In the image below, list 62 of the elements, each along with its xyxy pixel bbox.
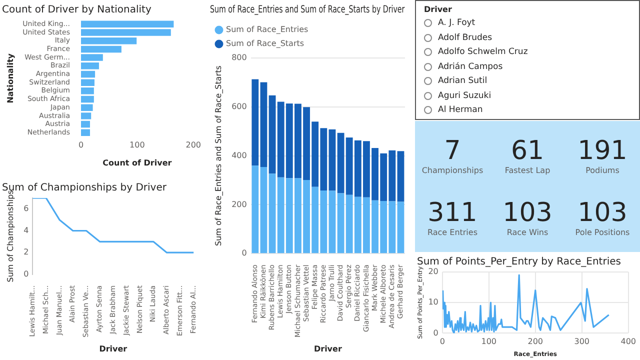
legend-label: Sum of Race_Starts — [226, 39, 304, 48]
x-tick-label: 0 — [78, 140, 84, 150]
bar — [397, 202, 404, 254]
data-label: 311 — [428, 198, 478, 228]
bar — [81, 129, 90, 136]
text: Adolf Brudes — [438, 32, 492, 43]
x-tick-label: 200 — [528, 337, 544, 346]
text: Driver — [424, 5, 453, 14]
y-tick-label: 20 — [428, 267, 438, 276]
y-axis-title: Nationality — [6, 52, 15, 104]
y-tick-label: 4 — [24, 226, 29, 235]
bar — [397, 151, 404, 202]
bar — [268, 95, 276, 174]
chart-title: Sum of Race_Entries and Sum of Race_Starts by Driver — [210, 4, 406, 16]
y-tick-label: 200 — [232, 200, 247, 209]
x-axis-title: Driver — [99, 344, 128, 354]
category-label: Pole Positions — [575, 228, 630, 237]
category-label: Race Wins — [506, 228, 548, 237]
category-label: Fastest Lap — [504, 166, 550, 176]
text: Adrian Sutil — [438, 76, 488, 86]
y-tick-label: 2 — [24, 248, 29, 257]
bar — [268, 174, 276, 254]
bar — [260, 82, 268, 168]
y-tick-label: 10 — [428, 298, 438, 307]
y-tick-label: 400 — [232, 150, 247, 160]
bar — [260, 167, 268, 254]
bar — [252, 166, 259, 254]
y-tick-label: 600 — [232, 102, 247, 111]
bar — [337, 132, 344, 194]
bar — [252, 79, 259, 166]
y-tick-label: 6 — [24, 204, 29, 213]
y-tick-label: 800 — [232, 53, 247, 62]
y-tick-label: 0 — [242, 248, 247, 258]
data-label: 7 — [444, 136, 461, 166]
x-axis-title: Count of Driver — [102, 158, 172, 168]
bar — [328, 129, 336, 191]
data-label: 61 — [510, 136, 544, 166]
x-tick-label: 300 — [574, 337, 590, 346]
data-label: 103 — [502, 198, 552, 228]
y-axis-title: Sum of Championships — [6, 190, 15, 282]
text: Al Herman — [438, 105, 483, 116]
chart-title: Sum of Points_Per_Entry by Race_Entries — [417, 256, 621, 268]
category-label: Championships — [422, 166, 484, 176]
x-axis-title: Driver — [314, 344, 342, 354]
bar — [337, 193, 344, 254]
text: A. J. Foyt — [438, 18, 476, 28]
category-label: Podiums — [586, 166, 620, 176]
bar — [328, 190, 336, 254]
x-tick-label: 0 — [440, 337, 445, 346]
text: Aguri Suzuki — [438, 90, 492, 101]
data-label: 103 — [578, 198, 628, 228]
x-tick-label: 100 — [481, 337, 497, 346]
x-tick-label: 100 — [130, 140, 145, 150]
category-label: Race Entries — [427, 228, 478, 237]
text: Adrián Campos — [438, 62, 503, 72]
text: Adolfo Schwelm Cruz — [438, 47, 528, 58]
legend-label: Sum of Race_Entries — [226, 25, 308, 34]
data-label: 191 — [578, 136, 628, 166]
x-tick-label: 200 — [186, 140, 202, 150]
x-tick-label: 400 — [620, 337, 636, 346]
y-axis-title: Sum of Race_Entries and Sum of Race_Starts — [214, 66, 223, 246]
chart-title: Count of Driver by Nationality — [2, 4, 152, 16]
